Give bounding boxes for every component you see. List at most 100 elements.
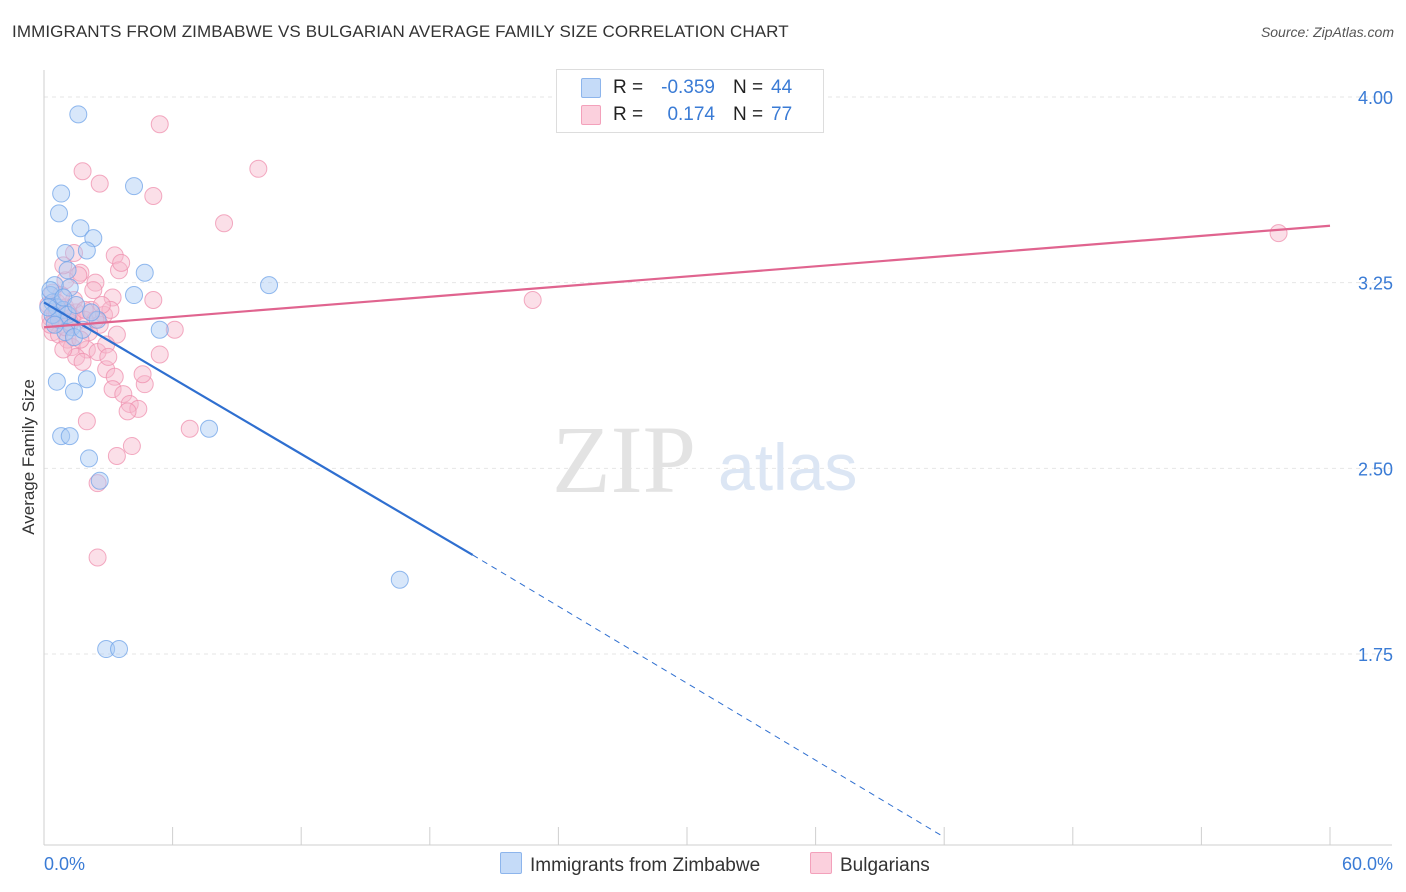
watermark-zip: ZIP [552, 406, 696, 513]
series-legend-zimbabwe: Immigrants from Zimbabwe [500, 852, 760, 877]
point-bulgarians [523, 290, 542, 309]
point-bulgarians [118, 402, 137, 421]
point-bulgarians [133, 365, 152, 384]
point-zimbabwe [125, 177, 144, 196]
y-tick-label: 2.50 [1358, 459, 1393, 479]
axes [43, 70, 1392, 846]
x-tick-label-max: 60.0% [1342, 854, 1393, 874]
legend-r-label: R = [613, 104, 644, 125]
legend-r-value: -0.359 [661, 77, 715, 98]
source-label: Source: ZipAtlas.com [1260, 24, 1394, 40]
point-zimbabwe [97, 640, 116, 659]
trend-line-zimbabwe-extension [472, 554, 945, 838]
legend-swatch-bulgarians [581, 105, 601, 125]
y-axis-label: Average Family Size [19, 379, 38, 535]
legend-r-value: 0.174 [667, 104, 715, 125]
point-bulgarians [73, 352, 92, 371]
legend-n-value: 77 [771, 104, 793, 125]
point-bulgarians [150, 115, 169, 134]
trend-lines [43, 224, 1331, 838]
point-bulgarians [54, 340, 73, 359]
correlation-legend: R = -0.359 N = 44 R = 0.174 N = 77 [556, 69, 824, 133]
point-bulgarians [103, 380, 122, 399]
trend-line-bulgarians [43, 224, 1331, 329]
point-bulgarians [112, 253, 131, 272]
point-bulgarians [107, 446, 126, 465]
point-bulgarians [249, 159, 268, 178]
point-bulgarians [86, 273, 105, 292]
point-bulgarians [215, 214, 234, 233]
y-tick-label: 1.75 [1358, 645, 1393, 665]
legend-r-label: R = [613, 77, 644, 98]
legend-n-label: N = [733, 77, 764, 98]
point-bulgarians [129, 399, 148, 418]
point-zimbabwe [71, 219, 90, 238]
point-bulgarians [144, 187, 163, 206]
y-tick-label: 3.25 [1358, 274, 1393, 294]
legend-n-value: 44 [771, 77, 793, 98]
point-zimbabwe [135, 263, 154, 282]
point-bulgarians [120, 394, 139, 413]
point-bulgarians [77, 412, 96, 431]
point-zimbabwe [90, 471, 109, 490]
point-zimbabwe [45, 315, 64, 334]
series-swatch-zimbabwe [500, 852, 522, 874]
series-swatch-bulgarians [810, 852, 832, 874]
point-bulgarians [110, 261, 129, 280]
point-bulgarians [73, 162, 92, 181]
point-zimbabwe [52, 184, 71, 203]
point-zimbabwe [56, 243, 75, 262]
point-bulgarians [180, 419, 199, 438]
point-zimbabwe [390, 570, 409, 589]
point-zimbabwe [110, 640, 129, 659]
point-zimbabwe [150, 320, 169, 339]
point-zimbabwe [82, 303, 101, 322]
point-zimbabwe [47, 372, 66, 391]
watermark-atlas: atlas [718, 430, 857, 504]
point-bulgarians [84, 281, 103, 300]
point-bulgarians [114, 385, 133, 404]
legend-row-bulgarians: R = 0.174 N = 77 [557, 101, 823, 127]
point-zimbabwe [125, 286, 144, 305]
y-tick-labels: 4.00 3.25 2.50 1.75 [1358, 88, 1393, 665]
point-bulgarians [90, 174, 109, 193]
point-bulgarians [101, 300, 120, 319]
point-zimbabwe [67, 295, 86, 314]
point-bulgarians [165, 320, 184, 339]
point-zimbabwe [50, 204, 69, 223]
point-bulgarians [1269, 224, 1288, 243]
trend-line-zimbabwe [43, 301, 474, 556]
watermark: ZIP atlas [552, 406, 857, 513]
point-zimbabwe [77, 241, 96, 260]
series-label-zimbabwe: Immigrants from Zimbabwe [530, 855, 761, 876]
point-bulgarians [69, 266, 88, 285]
point-bulgarians [92, 295, 111, 314]
point-zimbabwe [58, 261, 77, 280]
point-bulgarians [122, 437, 141, 456]
point-zimbabwe [200, 419, 219, 438]
point-zimbabwe [60, 278, 79, 297]
series-legend-bulgarians: Bulgarians [810, 852, 930, 877]
point-zimbabwe [77, 370, 96, 389]
x-tick-labels: 0.0% 60.0% [44, 854, 1393, 874]
legend-row-zimbabwe: R = -0.359 N = 44 [557, 74, 823, 100]
chart-title: IMMIGRANTS FROM ZIMBABWE VS BULGARIAN AV… [12, 22, 789, 41]
point-zimbabwe [65, 382, 84, 401]
point-bulgarians [88, 474, 107, 493]
point-bulgarians [144, 290, 163, 309]
point-zimbabwe [60, 427, 79, 446]
data-points [39, 105, 1288, 659]
point-zimbabwe [260, 276, 279, 295]
point-bulgarians [99, 347, 118, 366]
legend-n-label: N = [733, 104, 764, 125]
point-bulgarians [88, 548, 107, 567]
point-bulgarians [150, 345, 169, 364]
series-label-bulgarians: Bulgarians [840, 855, 930, 876]
point-bulgarians [105, 246, 124, 265]
point-zimbabwe [80, 449, 99, 468]
y-tick-label: 4.00 [1358, 88, 1393, 108]
point-zimbabwe [69, 105, 88, 124]
x-tick-label-min: 0.0% [44, 854, 85, 874]
legend-swatch-zimbabwe [581, 78, 601, 98]
